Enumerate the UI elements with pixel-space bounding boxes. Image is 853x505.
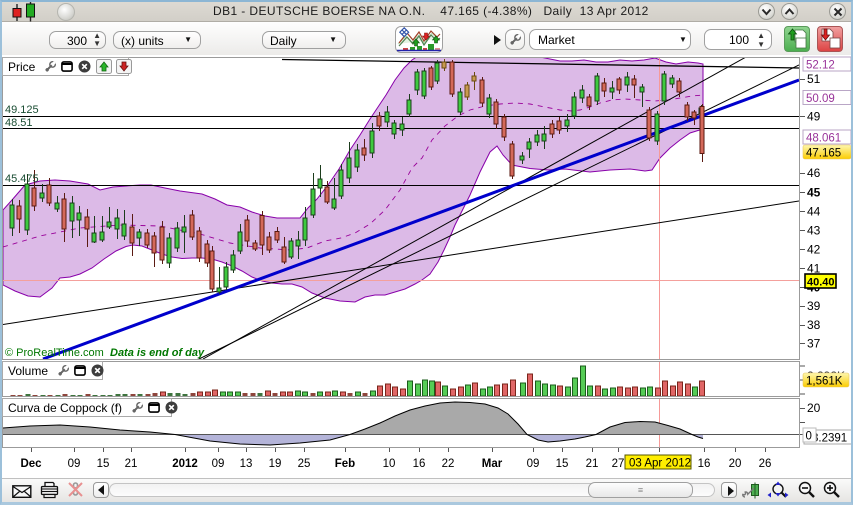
svg-text:20: 20 xyxy=(807,401,821,415)
svg-text:39: 39 xyxy=(807,299,821,313)
svg-text:2012: 2012 xyxy=(172,458,198,470)
svg-text:© ProRealTime.com: © ProRealTime.com xyxy=(5,347,104,359)
svg-text:09: 09 xyxy=(68,458,81,470)
svg-text:26: 26 xyxy=(759,458,772,470)
svg-text:45: 45 xyxy=(807,186,821,200)
svg-text:43: 43 xyxy=(807,224,821,238)
svg-text:21: 21 xyxy=(586,458,599,470)
svg-text:40.40: 40.40 xyxy=(807,277,835,289)
svg-text:49.125: 49.125 xyxy=(5,104,39,116)
svg-text:Data is end of day: Data is end of day xyxy=(110,347,205,359)
svg-text:03 Apr 2012: 03 Apr 2012 xyxy=(629,458,691,470)
svg-text:27: 27 xyxy=(612,458,625,470)
svg-text:19: 19 xyxy=(269,458,282,470)
svg-text:44: 44 xyxy=(807,205,821,219)
svg-text:46: 46 xyxy=(807,166,821,180)
svg-text:45.475: 45.475 xyxy=(5,173,39,185)
svg-text:52.12: 52.12 xyxy=(806,60,835,72)
svg-text:37: 37 xyxy=(807,337,821,351)
svg-text:Feb: Feb xyxy=(335,458,355,470)
svg-text:50.09: 50.09 xyxy=(806,93,835,105)
svg-text:Dec: Dec xyxy=(20,458,42,470)
svg-text:0: 0 xyxy=(806,431,812,443)
svg-text:25: 25 xyxy=(298,458,311,470)
svg-text:42: 42 xyxy=(807,243,821,257)
svg-text:09: 09 xyxy=(527,458,540,470)
svg-text:1,561K: 1,561K xyxy=(806,376,843,388)
svg-text:20: 20 xyxy=(729,458,742,470)
svg-text:10: 10 xyxy=(383,458,396,470)
svg-text:41: 41 xyxy=(807,262,821,276)
svg-text:09: 09 xyxy=(212,458,225,470)
svg-text:15: 15 xyxy=(97,458,110,470)
svg-text:47.165: 47.165 xyxy=(806,148,841,160)
svg-text:49: 49 xyxy=(807,110,821,124)
svg-text:38: 38 xyxy=(807,318,821,332)
svg-text:13: 13 xyxy=(240,458,253,470)
svg-text:48.51: 48.51 xyxy=(5,117,33,129)
svg-text:16: 16 xyxy=(413,458,426,470)
svg-text:Mar: Mar xyxy=(482,458,503,470)
svg-text:51: 51 xyxy=(807,72,821,86)
svg-text:3.2391: 3.2391 xyxy=(812,433,847,445)
svg-text:16: 16 xyxy=(698,458,711,470)
svg-text:15: 15 xyxy=(556,458,569,470)
svg-text:21: 21 xyxy=(125,458,138,470)
svg-text:48.061: 48.061 xyxy=(806,133,841,145)
svg-text:22: 22 xyxy=(442,458,455,470)
